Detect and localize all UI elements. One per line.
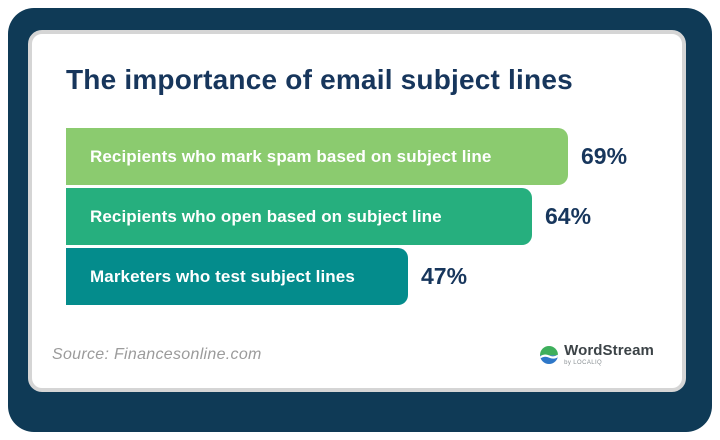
bar-chart: Recipients who mark spam based on subjec… [66,128,654,308]
wordstream-wave-circle-icon [540,345,559,364]
wordstream-logo: WordStream by LOCALIQ [540,343,654,366]
wordstream-name: WordStream [564,342,654,359]
bar-value: 47% [421,263,468,289]
chart-card: The importance of email subject lines Re… [28,30,686,392]
bar: Recipients who mark spam based on subjec… [66,128,568,185]
wordstream-byline: by LOCALIQ [564,360,603,366]
bar-row: Recipients who mark spam based on subjec… [66,128,654,185]
bar-row: Marketers who test subject lines 47% [66,248,654,305]
bar-label: Marketers who test subject lines [90,266,355,286]
bar-value: 64% [545,203,592,229]
navy-frame: The importance of email subject lines Re… [8,8,712,432]
footer: Source: Financesonline.com [52,343,654,366]
wordstream-wordmark: WordStream by LOCALIQ [564,343,654,366]
bar-label: Recipients who open based on subject lin… [90,206,442,226]
source-attribution: Source: Financesonline.com [52,345,262,363]
bar: Recipients who open based on subject lin… [66,188,532,245]
chart-title: The importance of email subject lines [66,64,573,95]
bar: Marketers who test subject lines [66,248,408,305]
bar-value: 69% [581,143,628,169]
bar-row: Recipients who open based on subject lin… [66,188,654,245]
bar-label: Recipients who mark spam based on subjec… [90,146,492,166]
